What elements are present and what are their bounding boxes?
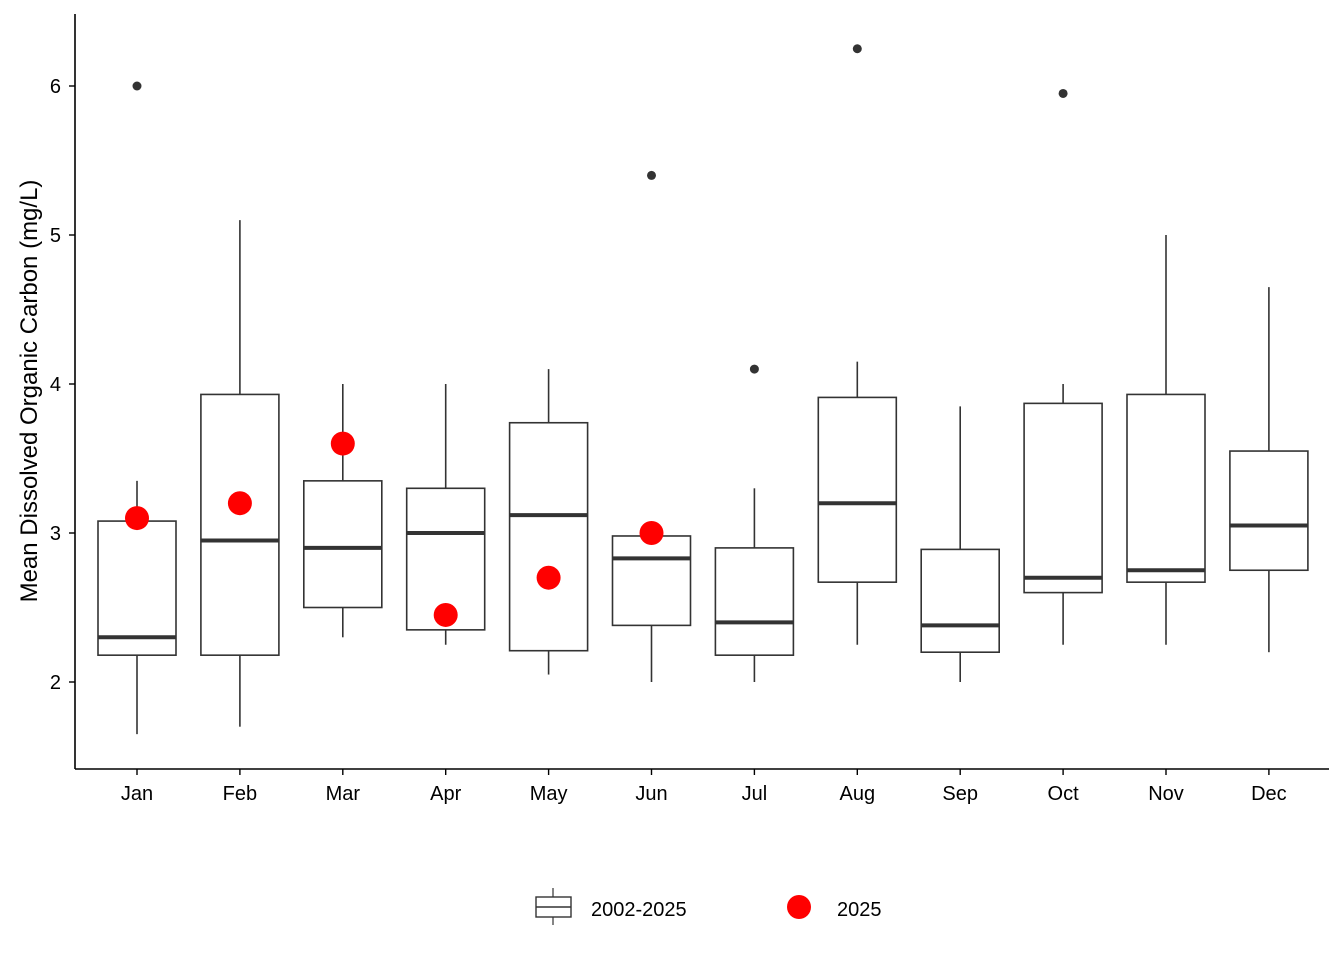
point-2025-jan [125, 506, 149, 531]
box-iqr [200, 393, 280, 656]
x-tick-label: Oct [1048, 783, 1080, 805]
x-tick-label: Apr [430, 783, 461, 805]
y-tick-label: 2 [50, 672, 61, 694]
plot-area [97, 44, 1309, 735]
y-tick-label: 6 [50, 76, 61, 98]
x-tick-label: May [530, 783, 568, 805]
outlier-point [749, 364, 759, 374]
box-iqr [920, 548, 1001, 654]
box-iqr [1229, 450, 1309, 572]
box-iqr [302, 480, 383, 609]
box-iqr [1126, 393, 1206, 583]
point-2025-mar [330, 431, 355, 456]
x-tick-label: Nov [1148, 783, 1184, 805]
x-tick-label: Aug [840, 783, 876, 805]
y-axis-ticks: 2 3 4 5 6 [50, 76, 75, 694]
point-2025-may [536, 565, 561, 590]
outlier-point [852, 44, 862, 54]
legend-label-boxplot: 2002-2025 [591, 899, 687, 921]
outlier-point [647, 170, 656, 180]
legend-item-points: 2025 [787, 895, 882, 921]
box-mar [302, 384, 383, 638]
legend-item-boxplot: 2002-2025 [535, 888, 687, 925]
x-tick-label: Jun [635, 783, 667, 805]
y-tick-label: 5 [50, 225, 61, 247]
x-tick-label: Mar [326, 783, 361, 805]
y-axis-title: Mean Dissolved Organic Carbon (mg/L) [16, 180, 43, 603]
point-2025-jun [639, 521, 664, 545]
box-oct [1023, 88, 1103, 645]
legend-red-dot [787, 895, 811, 919]
y-tick-label: 3 [50, 523, 61, 545]
box-aug [817, 44, 898, 645]
box-iqr [817, 396, 898, 583]
box-feb [200, 220, 280, 727]
box-iqr [611, 535, 692, 627]
box-iqr [1023, 402, 1103, 594]
x-tick-label: Feb [223, 783, 257, 805]
box-jul [714, 364, 795, 682]
box-dec [1229, 287, 1309, 653]
box-sep [920, 406, 1001, 682]
y-tick-label: 4 [50, 374, 61, 396]
point-2025-apr [433, 602, 458, 627]
point-2025-feb [227, 491, 252, 516]
x-tick-label: Jul [742, 783, 768, 805]
x-tick-label: Jan [121, 783, 153, 805]
legend-label-points: 2025 [837, 899, 882, 921]
outlier-point [1058, 88, 1068, 98]
box-iqr [508, 421, 589, 652]
box-may [508, 369, 589, 675]
box-iqr [97, 520, 177, 656]
x-tick-label: Dec [1251, 783, 1287, 805]
legend-box-key [535, 888, 572, 925]
box-iqr [714, 547, 795, 656]
box-nov [1126, 235, 1206, 645]
outlier-point [132, 81, 142, 91]
box-jan [97, 81, 177, 735]
x-tick-label: Sep [942, 783, 978, 805]
box-jun [611, 170, 692, 682]
legend: 2002-2025 2025 [535, 888, 882, 925]
x-axis-ticks: Jan Feb Mar Apr May Jun Jul Aug Sep Oct Nov Dec [121, 769, 1287, 805]
